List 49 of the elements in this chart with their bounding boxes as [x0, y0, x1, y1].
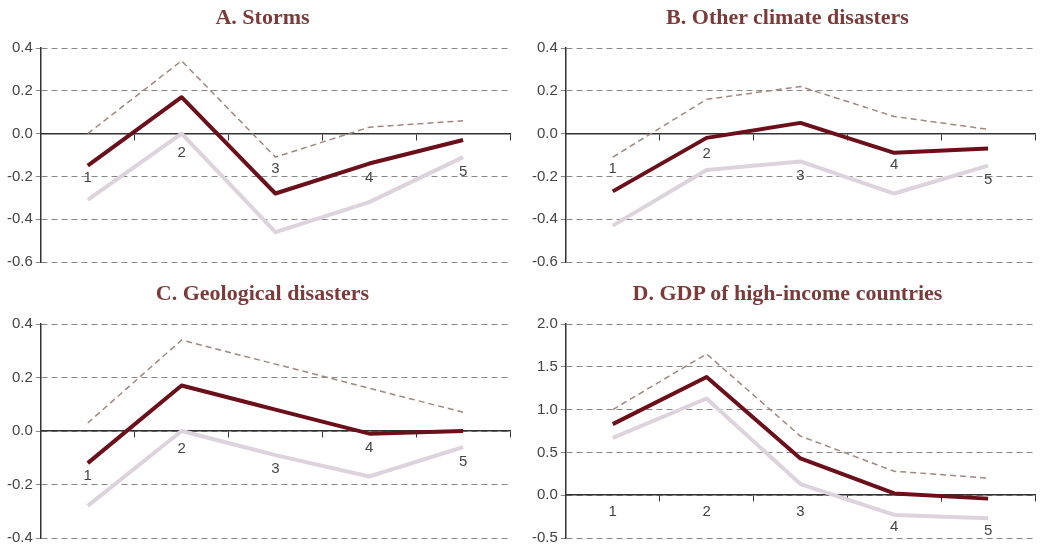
y-tick-label: 0.2	[536, 80, 558, 98]
y-tick-label: -0.4	[6, 528, 33, 546]
y-tick-label: 1.5	[536, 356, 558, 374]
chart-title: A. Storms	[214, 4, 311, 30]
y-tick-label: -0.4	[531, 209, 558, 227]
y-tick-label: 0.2	[11, 367, 33, 385]
y-tick-label: 0.0	[536, 123, 558, 141]
chart-title: D. GDP of high-income countries	[631, 280, 944, 306]
y-tick-label: 0.0	[536, 485, 558, 503]
y-tick-label: 0.0	[11, 123, 33, 141]
y-tick-label: 0.4	[536, 38, 558, 56]
chart-title: C. Geological disasters	[154, 280, 371, 306]
x-tick-label: 4	[890, 516, 899, 534]
y-tick-label: -0.2	[531, 166, 558, 184]
chart-title: B. Other climate disasters	[665, 4, 910, 30]
x-tick-label: 1	[83, 465, 92, 483]
y-tick-label: -0.2	[6, 474, 33, 492]
x-tick-label: 4	[365, 168, 374, 186]
y-tick-label: 0.4	[11, 314, 33, 332]
line-series	[612, 85, 989, 158]
x-tick-label: 1	[608, 501, 617, 519]
x-tick-label: 3	[271, 159, 280, 177]
y-tick-label: -0.4	[6, 209, 33, 227]
y-tick-label: -0.5	[531, 528, 558, 546]
x-tick-label: 1	[83, 168, 92, 186]
x-tick-label: 2	[177, 438, 186, 456]
x-tick-label: 5	[458, 162, 468, 180]
x-tick-label: 2	[702, 501, 711, 519]
y-tick-label: 1.0	[536, 399, 558, 417]
line-series	[87, 339, 464, 424]
y-tick-label: -0.6	[6, 252, 33, 270]
x-tick-label: 3	[796, 501, 805, 519]
x-tick-label: 4	[890, 155, 899, 173]
x-tick-label: 2	[702, 144, 711, 162]
y-tick-label: -0.6	[531, 252, 558, 270]
line-series	[612, 353, 989, 479]
y-tick-label: 0.4	[11, 38, 33, 56]
line-series	[87, 60, 464, 158]
y-tick-label: -0.2	[6, 166, 33, 184]
y-tick-label: 0.0	[11, 421, 33, 439]
x-tick-label: 5	[983, 520, 993, 538]
x-tick-label: 3	[271, 458, 280, 476]
y-tick-label: 2.0	[536, 314, 558, 332]
x-tick-label: 4	[365, 437, 374, 455]
y-tick-label: 0.5	[536, 442, 558, 460]
y-tick-label: 0.2	[11, 80, 33, 98]
x-tick-label: 1	[608, 159, 617, 177]
x-tick-label: 2	[177, 143, 186, 161]
x-tick-label: 5	[458, 451, 468, 469]
